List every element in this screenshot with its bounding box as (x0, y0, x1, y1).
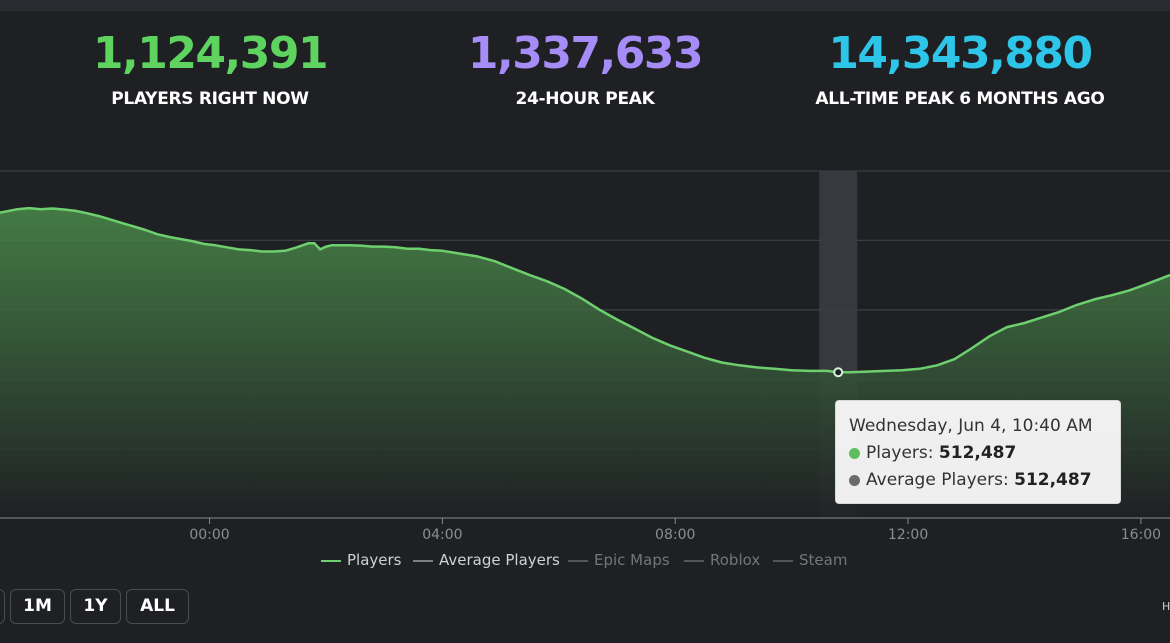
tooltip-players-value: 512,487 (938, 443, 1017, 463)
tooltip-average-value: 512,487 (1014, 470, 1092, 490)
top-bar (0, 0, 1170, 11)
average-dot-icon (849, 474, 860, 486)
stat-24h-peak: 1,337,633 24-HOUR PEAK (395, 26, 775, 110)
tooltip-players-label: Players: (866, 443, 934, 463)
legend-item-epic-maps[interactable]: Epic Maps (568, 549, 670, 571)
hover-point (833, 367, 844, 378)
stat-players-now-value: 1,124,391 (92, 28, 329, 79)
legend-label: Steam (799, 551, 848, 569)
x-tick-label: 16:00 (1121, 527, 1161, 543)
legend-item-roblox[interactable]: Roblox (684, 549, 760, 571)
stat-players-now-label: PLAYERS RIGHT NOW (111, 89, 309, 109)
legend-label: Players (347, 551, 402, 569)
tooltip-players-row: Players: 512,487 (849, 440, 1120, 467)
x-tick-label: 00:00 (189, 527, 229, 543)
chart-legend: Players Average Players Epic Maps Roblox… (0, 549, 1170, 571)
stat-all-time-peak: 14,343,880 ALL-TIME PEAK 6 MONTHS AGO (770, 26, 1150, 110)
legend-item-average-players[interactable]: Average Players (413, 549, 560, 571)
tooltip-average-row: Average Players: 512,487 (849, 467, 1120, 494)
stat-all-time-peak-value: 14,343,880 (828, 28, 1093, 79)
x-axis-ticks: 00:00 04:00 08:00 12:00 16:00 (189, 518, 1161, 543)
tooltip-average-label: Average Players: (866, 470, 1009, 490)
legend-label: Epic Maps (594, 551, 670, 569)
chart-tooltip: Wednesday, Jun 4, 10:40 AM Players: 512,… (835, 400, 1121, 504)
x-tick-label: 08:00 (655, 527, 695, 543)
range-button-all[interactable]: ALL (126, 589, 189, 624)
legend-swatch (773, 559, 793, 562)
x-tick-label: 12:00 (888, 527, 928, 543)
stat-all-time-peak-label: ALL-TIME PEAK 6 MONTHS AGO (815, 89, 1105, 109)
legend-swatch (684, 559, 704, 562)
legend-swatch (413, 559, 433, 562)
legend-item-players[interactable]: Players (321, 549, 402, 571)
legend-swatch (321, 559, 341, 562)
players-series-line (0, 206, 1170, 374)
players-dot-icon (849, 447, 860, 459)
stat-24h-peak-value: 1,337,633 (467, 28, 704, 79)
range-button-1y[interactable]: 1Y (70, 589, 121, 624)
range-button-partial[interactable] (0, 589, 5, 624)
legend-label: Average Players (439, 551, 560, 569)
edge-text: H (1162, 600, 1170, 613)
x-tick-label: 04:00 (422, 527, 462, 543)
legend-swatch (568, 559, 588, 562)
legend-label: Roblox (710, 551, 761, 569)
stat-24h-peak-label: 24-HOUR PEAK (515, 89, 655, 109)
tooltip-title: Wednesday, Jun 4, 10:40 AM (849, 416, 1093, 436)
stat-players-now: 1,124,391 PLAYERS RIGHT NOW (20, 26, 400, 110)
legend-item-steam[interactable]: Steam (773, 549, 847, 571)
range-button-1m[interactable]: 1M (10, 589, 65, 624)
